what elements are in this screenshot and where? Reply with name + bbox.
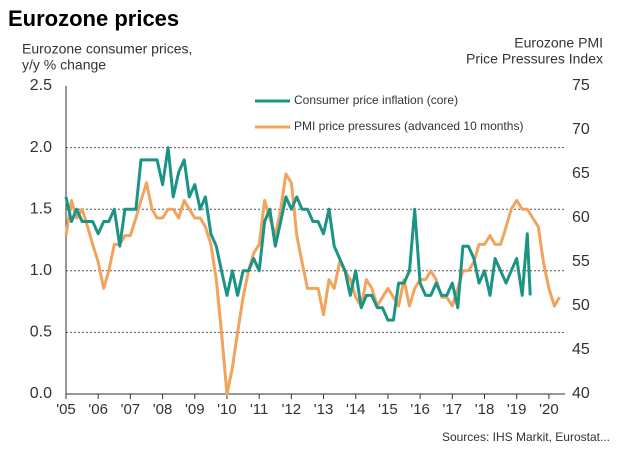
legend-label: PMI price pressures (advanced 10 months) [294, 119, 523, 133]
chart-title: Eurozone prices [8, 6, 179, 31]
y2-tick-label: 65 [572, 165, 590, 182]
y2-tick-label: 70 [572, 121, 590, 138]
y2-axis-label: Price Pressures Index [466, 51, 603, 67]
y2-tick-label: 75 [572, 77, 590, 94]
y-tick-label: 1.5 [30, 200, 52, 217]
y2-tick-label: 55 [572, 253, 590, 270]
x-tick-label: '18 [475, 401, 495, 418]
x-tick-label: '10 [217, 401, 237, 418]
y-tick-label: 1.0 [30, 262, 52, 279]
y2-axis-label: Eurozone PMI [514, 35, 603, 51]
y2-tick-label: 40 [572, 385, 590, 402]
x-tick-label: '19 [507, 401, 527, 418]
y-tick-label: 0.5 [30, 324, 52, 341]
line-series [64, 146, 532, 322]
x-tick-label: '13 [314, 401, 334, 418]
y2-tick-label: 60 [572, 209, 590, 226]
source: Sources: IHS Markit, Eurostat... [442, 430, 610, 444]
x-tick-label: '16 [410, 401, 430, 418]
line-series [64, 172, 561, 396]
x-tick-label: '11 [250, 401, 268, 418]
x-tick-label: '07 [121, 401, 141, 418]
y-tick-label: 0.0 [30, 385, 52, 402]
x-tick-label: '17 [443, 401, 463, 418]
x-tick-label: '06 [88, 401, 108, 418]
y2-tick-label: 50 [572, 297, 590, 314]
x-tick-label: '15 [378, 401, 398, 418]
x-tick-label: '14 [346, 401, 366, 418]
x-tick-label: '20 [539, 401, 559, 418]
y-tick-label: 2.0 [30, 139, 52, 156]
x-tick-label: '09 [185, 401, 205, 418]
y2-tick-label: 45 [572, 341, 590, 358]
legend-label: Consumer price inflation (core) [294, 93, 458, 107]
y-axis-label: Eurozone consumer prices, [22, 41, 192, 57]
x-tick-label: '08 [153, 401, 173, 418]
y-axis-label: y/y % change [22, 57, 106, 73]
y-tick-label: 2.5 [30, 77, 52, 94]
x-tick-label: '05 [56, 401, 76, 418]
x-tick-label: '12 [282, 401, 302, 418]
